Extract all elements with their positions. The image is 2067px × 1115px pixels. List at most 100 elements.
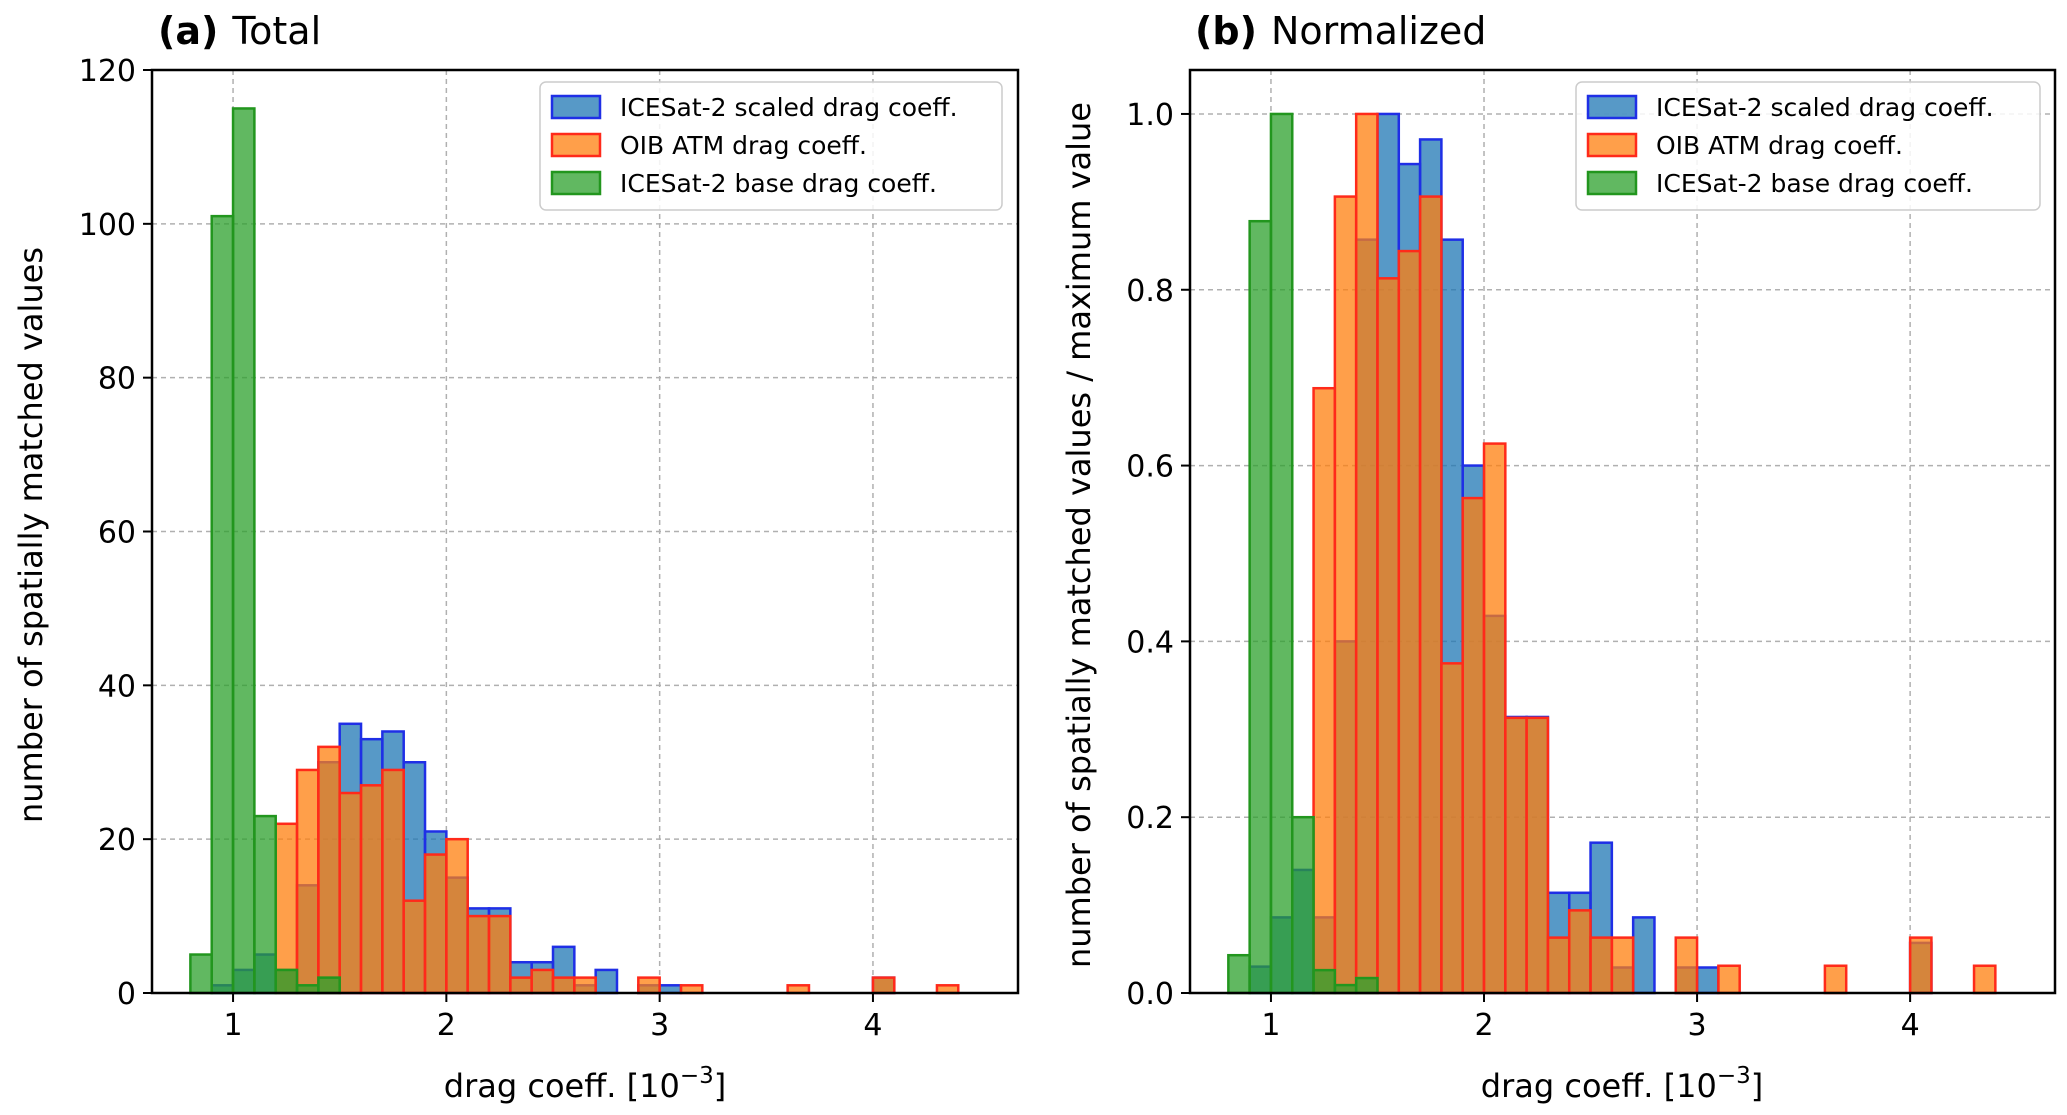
panel-a-legend-label: OIB ATM drag coeff. (620, 131, 867, 160)
panel-b-bar (1504, 716, 1528, 995)
panel-a-bar (274, 822, 299, 995)
panel-a-bar (487, 914, 512, 995)
panel-b-bar (1610, 936, 1635, 995)
panel-a-bar (509, 976, 533, 995)
panel-a-ytick-label: 20 (98, 823, 136, 858)
panel-a-bar (210, 214, 235, 995)
panel-a-xlabel: drag coeff. [10−3] (444, 1063, 726, 1105)
panel-b-xtick-label: 2 (1474, 1008, 1493, 1043)
panel-a-legend-swatch (550, 170, 602, 196)
panel-a-bar (637, 976, 661, 995)
panel-a-xtick-label: 4 (863, 1008, 882, 1043)
panel-b-bar (1461, 496, 1486, 995)
panel-a-bar (338, 791, 363, 995)
panel-a: (a) Total drag coeff. [10−3] number of sp… (12, 9, 1020, 1105)
panel-a-title: (a) Total (158, 9, 321, 53)
panel-b-bar (1823, 964, 1848, 995)
panel-b-ytick-label: 0.6 (1126, 450, 1174, 485)
panel-b-bar (1333, 195, 1358, 995)
panel-b-axes-frame (1188, 68, 2057, 995)
panel-b-bar (1248, 219, 1273, 995)
panel-b-bar (1482, 442, 1507, 995)
panel-a-bar (402, 899, 427, 995)
panel-b-bar (1695, 966, 1720, 995)
panel-b-bar (1227, 953, 1251, 995)
panel-a-bar (253, 814, 277, 995)
panel-b-bar (1674, 936, 1699, 995)
panel-a-ylabel: number of spatially matched values (12, 247, 50, 823)
panel-b-bar (1525, 716, 1550, 995)
panel-a-bar (423, 853, 448, 995)
panel-a-legend-swatch (550, 94, 602, 120)
panel-b-xlabel-exponent: −3 (1717, 1063, 1751, 1089)
panel-a-xlabel-close: ] (714, 1067, 726, 1105)
panel-a-ytick-label: 0 (117, 977, 136, 1012)
panel-b-bar (1354, 976, 1379, 995)
panel-b-legend: ICESat-2 scaled drag coeff. OIB ATM drag … (1575, 81, 2041, 211)
panel-b-ytick-label: 1.0 (1126, 98, 1174, 133)
panel-b-xlabel-text: drag coeff. [10 (1481, 1067, 1717, 1105)
panel-a-ytick-label: 100 (79, 208, 136, 243)
panel-a-series-3 (189, 107, 341, 995)
panel-b-bar (1269, 112, 1294, 995)
panel-a-bar (445, 837, 469, 995)
panel-b-bar (1354, 112, 1379, 995)
panel-b-ytick-label: 0.2 (1126, 801, 1174, 836)
panel-a-bar (359, 784, 384, 995)
panel-a-bar (317, 976, 341, 995)
panel-b-legend-swatch (1586, 170, 1638, 196)
panel-b-xlabel: drag coeff. [10−3] (1481, 1063, 1763, 1105)
panel-a-legend: ICESat-2 scaled drag coeff. OIB ATM drag … (539, 81, 1003, 211)
panel-a-legend-label: ICESat-2 scaled drag coeff. (620, 93, 958, 122)
panel-b-title: (b) Normalized (1195, 9, 1486, 53)
panel-b-xtick-label: 3 (1688, 1008, 1707, 1043)
panel-a-bar (551, 976, 576, 995)
panel-a-bar (594, 968, 619, 995)
panel-b-bar (1312, 386, 1337, 995)
panel-a-bar (466, 914, 491, 995)
panel-a-ytick-label: 40 (98, 669, 136, 704)
panel-b-series-3 (1227, 112, 1379, 995)
panel-b-bar (1567, 909, 1592, 995)
panel-b-legend-label: ICESat-2 base drag coeff. (1656, 169, 1973, 198)
panel-a-ytick-label: 120 (79, 54, 136, 89)
panel-b-title-text: Normalized (1271, 9, 1487, 53)
panel-a-label: (a) (158, 9, 218, 53)
panel-a-title-text: Total (231, 9, 321, 53)
panel-a-bar (189, 953, 213, 995)
panel-a-ytick-label: 80 (98, 362, 136, 397)
panel-a-xlabel-exponent: −3 (680, 1063, 714, 1089)
panel-b-ytick-label: 0.8 (1126, 274, 1174, 309)
panel-a-bar (573, 976, 597, 995)
panel-a-bar (317, 745, 341, 995)
panel-b-xtick-label: 4 (1901, 1008, 1920, 1043)
panel-b-bar (1972, 964, 1997, 995)
panel-a-bar (530, 968, 555, 995)
panel-b-bar (1312, 968, 1337, 995)
panel-b-bar (1376, 277, 1401, 995)
panel-b-legend-swatch (1586, 94, 1638, 120)
panel-b-xtick-label: 1 (1261, 1008, 1280, 1043)
panel-a-bar (381, 768, 405, 995)
panel-b-ylabel: number of spatially matched values / max… (1060, 102, 1098, 968)
panel-a-legend-box (539, 81, 1003, 211)
panel-b-bar (1397, 249, 1422, 995)
panel-b: (b) Normalized drag coeff. [10−3] number … (1060, 9, 2057, 1105)
panel-b-ytick-label: 0.0 (1126, 977, 1174, 1012)
panel-b-bar (1440, 662, 1464, 995)
panel-b-label: (b) (1195, 9, 1257, 53)
panel-b-legend-box (1575, 81, 2041, 211)
panel-b-xlabel-close: ] (1751, 1067, 1763, 1105)
panel-b-bar (1717, 964, 1741, 995)
panel-a-legend-swatch (550, 132, 602, 158)
panel-b-bar (1546, 936, 1571, 995)
panel-b-bar (1291, 815, 1315, 995)
panel-b-legend-swatch (1586, 132, 1638, 158)
panel-a-ytick-label: 60 (98, 516, 136, 551)
panel-a-bar (274, 968, 299, 995)
panel-a-legend-label: ICESat-2 base drag coeff. (620, 169, 937, 198)
panel-b-ytick-label: 0.4 (1126, 625, 1174, 660)
panel-a-bar (295, 768, 320, 995)
panel-a-bar (871, 976, 896, 995)
